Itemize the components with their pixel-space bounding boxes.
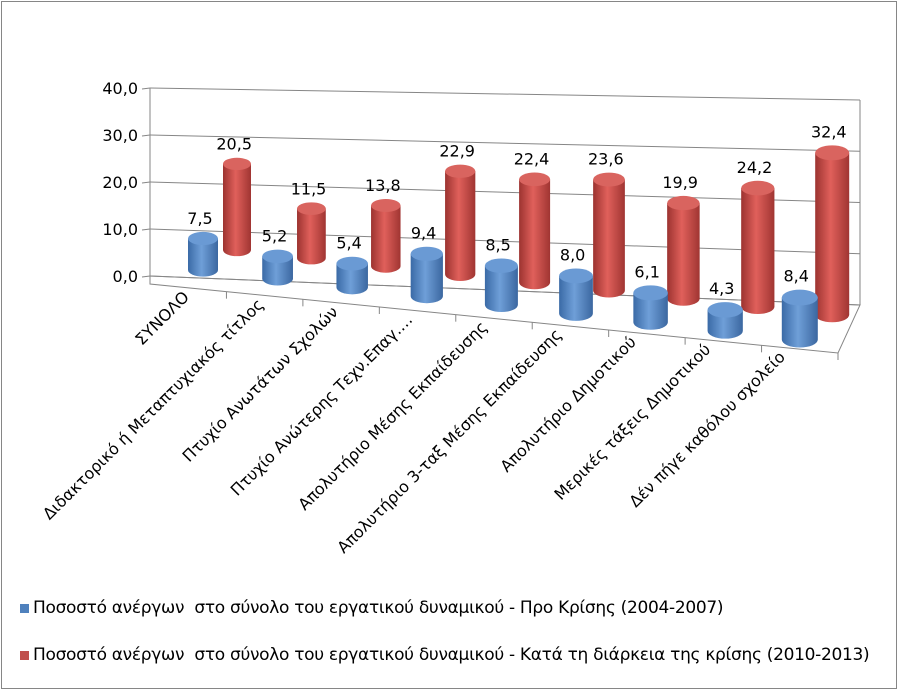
data-label: 13,8 (365, 176, 401, 195)
cylinder-body (188, 238, 218, 277)
y-tick-label: 10,0 (102, 220, 138, 239)
data-label: 20,5 (216, 135, 252, 154)
cylinder-body (223, 163, 251, 257)
bar-pre-crisis-5: 8,0 (559, 245, 593, 321)
data-label: 7,5 (187, 209, 212, 228)
bar-crisis-1: 11,5 (291, 179, 327, 265)
y-tick-label: 30,0 (102, 126, 138, 145)
cylinder-top (336, 256, 368, 271)
data-label: 22,9 (439, 142, 475, 161)
bar-crisis-0: 20,5 (216, 135, 252, 257)
cylinder-body (336, 263, 368, 295)
cylinder-body (445, 171, 476, 281)
cylinder-body (559, 275, 593, 321)
cylinder-top (633, 285, 668, 301)
bar-crisis-4: 22,4 (514, 150, 551, 290)
legend-label: Ποσοστό ανέργων στο σύνολο του εργατικού… (33, 645, 870, 665)
y-tick-label: 40,0 (102, 79, 138, 98)
bar-crisis-8: 32,4 (811, 122, 850, 323)
bar-pre-crisis-3: 9,4 (410, 224, 443, 304)
cylinder-body (262, 256, 293, 286)
data-label: 8,4 (783, 267, 808, 286)
bar-pre-crisis-2: 5,4 (336, 234, 368, 295)
data-label: 8,5 (485, 235, 510, 254)
cylinder-top (741, 180, 775, 196)
bar-crisis-5: 23,6 (588, 150, 625, 298)
y-tick (141, 87, 151, 90)
bar-pre-crisis-6: 6,1 (633, 262, 668, 330)
cylinder-body (371, 205, 401, 273)
cylinder-top (519, 172, 551, 187)
cylinder-top (815, 145, 850, 161)
cylinder-body (781, 297, 818, 348)
cylinder-top (223, 157, 251, 171)
cylinder-body (741, 188, 775, 315)
cylinder-top (667, 195, 700, 211)
data-label: 5,2 (262, 227, 287, 246)
cylinder-top (707, 302, 743, 318)
cylinder-top (781, 289, 818, 306)
x-category-label: ΣΥΝΟΛΟ (131, 287, 193, 349)
bar-crisis-3: 22,9 (439, 142, 476, 281)
cylinder-top (484, 258, 518, 273)
bar-crisis-6: 19,9 (662, 173, 700, 306)
data-label: 22,4 (514, 150, 550, 169)
cylinder-top (559, 268, 593, 284)
data-label: 24,2 (737, 158, 773, 177)
bar-crisis-7: 24,2 (737, 158, 775, 315)
bar-pre-crisis-8: 8,4 (781, 267, 818, 348)
data-label: 32,4 (811, 122, 847, 141)
bar-crisis-2: 13,8 (365, 176, 401, 273)
cylinder-body (667, 203, 700, 306)
x-category-label: Δέν πήγε καθόλου σχολείο (625, 347, 789, 511)
cylinder-top (188, 231, 218, 246)
cylinder-top (262, 249, 293, 264)
cylinder-top (445, 164, 476, 178)
y-tick-label: 20,0 (102, 173, 138, 192)
cylinder-top (410, 246, 443, 261)
gridline (149, 87, 861, 101)
legend-label: Ποσοστό ανέργων στο σύνολο του εργατικού… (33, 598, 724, 618)
legend-item-pre-crisis: Ποσοστό ανέργων στο σύνολο του εργατικού… (20, 598, 724, 618)
data-label: 23,6 (588, 150, 624, 169)
cylinder-body (519, 179, 551, 290)
cylinder-top (593, 172, 625, 187)
cylinder-body (297, 208, 326, 265)
y-tick (141, 228, 151, 231)
bar-pre-crisis-7: 4,3 (707, 279, 743, 339)
x-category-label: Μερικές τάξεις Δημοτικού (550, 340, 714, 504)
legend-swatch-red (20, 650, 29, 660)
gridline (149, 134, 861, 152)
bar-pre-crisis-0: 7,5 (187, 209, 218, 277)
legend-swatch-blue (20, 603, 29, 613)
data-label: 19,9 (662, 173, 698, 192)
cylinder-body (633, 292, 668, 330)
x-category-label: Πτυχίο Ανωτάτων Σχολών (179, 302, 342, 465)
y-tick (141, 181, 151, 184)
x-category-label: Πτυχίο Ανώτερης Τεχν.Επαγ.… (227, 310, 417, 500)
x-category-label: Απολυτήριο Δημοτικού (496, 332, 639, 475)
legend-item-crisis: Ποσοστό ανέργων στο σύνολο του εργατικού… (20, 645, 870, 665)
bar-pre-crisis-4: 8,5 (484, 235, 518, 313)
y-tick (141, 134, 151, 137)
cylinder-body (410, 253, 443, 304)
cylinder-body (484, 265, 518, 313)
cylinder-body (593, 179, 625, 298)
data-label: 5,4 (336, 234, 361, 253)
data-label: 4,3 (709, 279, 734, 298)
data-label: 6,1 (634, 262, 659, 281)
data-label: 9,4 (411, 224, 436, 243)
cylinder-top (297, 202, 326, 215)
cylinder-body (815, 152, 850, 323)
bar-pre-crisis-1: 5,2 (262, 227, 293, 286)
data-label: 8,0 (560, 245, 585, 264)
y-tick-label: 0,0 (113, 267, 138, 286)
cylinder-body (707, 309, 743, 339)
cylinder-top (371, 198, 401, 212)
y-tick (141, 275, 151, 278)
data-label: 11,5 (291, 179, 327, 198)
